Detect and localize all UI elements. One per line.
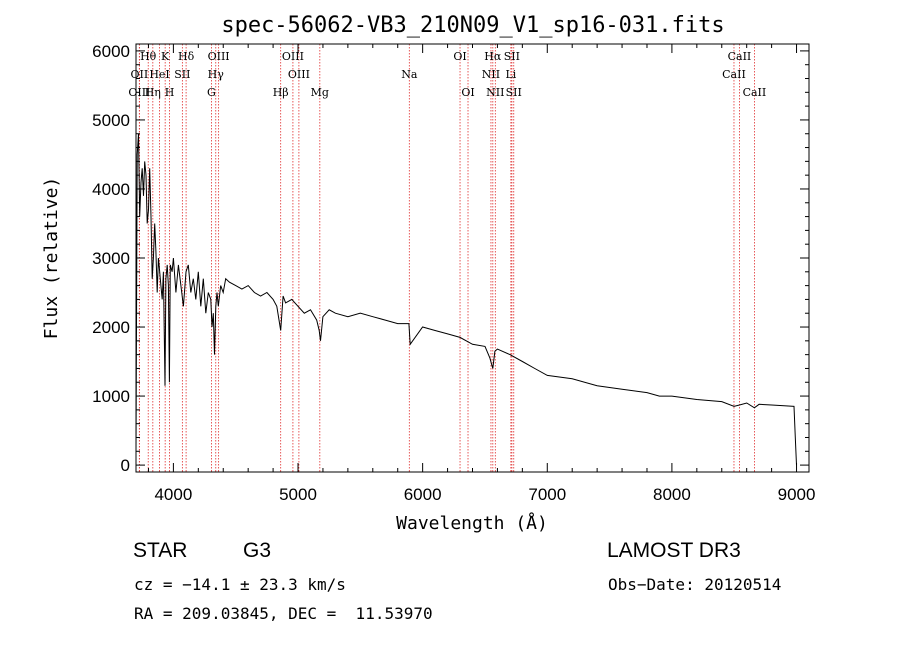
spectral-line-label: NII — [486, 86, 504, 99]
spectral-line-label: Na — [401, 68, 418, 81]
spectrum-series — [135, 133, 797, 466]
spectral-line-label: CaII — [722, 68, 746, 81]
y-tick-label: 0 — [121, 456, 130, 475]
spectral-line-label: Hη — [145, 86, 161, 99]
spectrum-line — [135, 133, 797, 466]
y-axis-label: Flux (relative) — [41, 177, 62, 340]
spectral-line-markers — [138, 44, 755, 472]
redshift-cz: cz = −14.1 ± 23.3 km/s — [134, 575, 346, 594]
spectral-line-label: Hθ — [140, 50, 157, 63]
spectral-line-label: OIII — [208, 50, 230, 63]
spectral-line-label: OI — [461, 86, 474, 99]
x-tick-label: 9000 — [778, 485, 816, 504]
spectral-line-label: HeI — [149, 68, 169, 81]
spectral-line-label: Hγ — [208, 68, 225, 81]
spectral-line-label: OI — [453, 50, 466, 63]
spectral-line-label: Hβ — [273, 86, 289, 99]
axis-ticks: 4000 5000 6000 7000 8000 9000 0 1000 2000 3000 400… — [92, 42, 815, 504]
observation-date: Obs−Date: 20120514 — [608, 575, 782, 594]
spectral-line-label: SII — [506, 86, 522, 99]
y-tick-label: 4000 — [92, 180, 130, 199]
x-axis-label: Wavelength (Å) — [396, 512, 548, 534]
spectral-line-label: Li — [505, 68, 516, 81]
spectral-line-label: Mg — [311, 86, 329, 99]
plot-frame — [135, 43, 810, 473]
y-tick-label: 6000 — [92, 42, 130, 61]
object-subclass: G3 — [243, 539, 272, 562]
x-tick-label: 6000 — [404, 485, 442, 504]
spectral-line-label: H — [165, 86, 175, 99]
spectral-line-label: SII — [174, 68, 190, 81]
x-tick-label: 5000 — [279, 485, 317, 504]
spectral-line-label: Hδ — [178, 50, 195, 63]
x-tick-label: 7000 — [528, 485, 566, 504]
spectral-line-label: SII — [504, 50, 520, 63]
spectral-line-label: OIII — [288, 68, 310, 81]
chart-title: spec-56062-VB3_210N09_V1_sp16-031.fits — [221, 13, 724, 38]
y-tick-label: 2000 — [92, 318, 130, 337]
coordinates: RA = 209.03845, DEC = 11.53970 — [134, 604, 433, 623]
spectral-line-label: OIII — [282, 50, 304, 63]
spectral-line-label: OIII — [128, 86, 150, 99]
spectral-line-label: OII — [131, 68, 149, 81]
x-tick-label: 8000 — [653, 485, 691, 504]
x-tick-label: 4000 — [154, 485, 192, 504]
y-tick-label: 5000 — [92, 111, 130, 130]
spectral-line-label: CaII — [743, 86, 767, 99]
spectral-line-label: Hα — [484, 50, 502, 63]
spectral-line-label: K — [161, 50, 170, 63]
spectral-line-label: CaII — [728, 50, 752, 63]
y-tick-label: 3000 — [92, 249, 130, 268]
spectral-line-label: NII — [482, 68, 500, 81]
survey-name: LAMOST DR3 — [607, 539, 741, 562]
object-class: STAR — [133, 539, 188, 562]
spectral-line-label: G — [207, 86, 216, 99]
y-tick-label: 1000 — [92, 387, 130, 406]
